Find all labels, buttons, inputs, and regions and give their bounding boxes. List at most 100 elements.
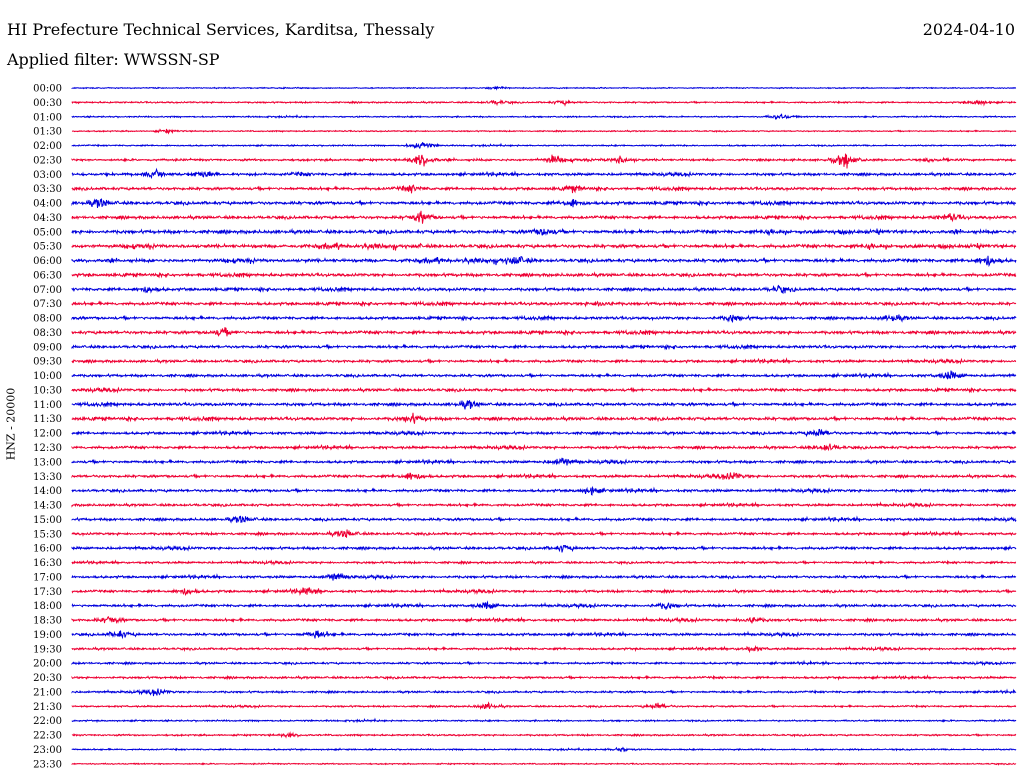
trace-0700 — [71, 284, 1017, 294]
row-label-0130: 01:30 — [33, 127, 62, 138]
row-label-1030: 10:30 — [33, 385, 62, 396]
trace-2000 — [71, 659, 1017, 667]
row-label-0600: 06:00 — [33, 256, 62, 267]
trace-0300 — [71, 167, 1017, 180]
trace-1900 — [71, 630, 1017, 640]
trace-1230 — [71, 443, 1017, 452]
row-label-0030: 00:30 — [33, 98, 62, 109]
traces — [71, 85, 1017, 766]
row-label-0000: 00:00 — [33, 84, 62, 95]
row-label-1530: 15:30 — [33, 529, 62, 540]
trace-1430 — [71, 501, 1017, 509]
trace-2100 — [71, 688, 1017, 697]
row-label-1800: 18:00 — [33, 601, 62, 612]
row-label-1900: 19:00 — [33, 630, 62, 641]
trace-1100 — [71, 400, 1017, 410]
row-label-1730: 17:30 — [33, 587, 62, 598]
station-title: HI Prefecture Technical Services, Kardit… — [7, 20, 435, 39]
trace-1800 — [71, 600, 1017, 610]
trace-0730 — [71, 300, 1017, 308]
trace-2200 — [71, 717, 1017, 724]
trace-0430 — [71, 210, 1017, 224]
row-label-0630: 06:30 — [33, 270, 62, 281]
row-label-1830: 18:30 — [33, 616, 62, 627]
row-label-0500: 05:00 — [33, 227, 62, 238]
trace-0900 — [71, 343, 1017, 351]
row-label-1230: 12:30 — [33, 443, 62, 454]
row-label-0800: 08:00 — [33, 314, 62, 325]
trace-1200 — [71, 428, 1017, 438]
trace-0230 — [71, 153, 1017, 169]
row-label-0830: 08:30 — [33, 328, 62, 339]
row-label-2300: 23:00 — [33, 745, 62, 756]
trace-0530 — [71, 242, 1017, 251]
row-label-1630: 16:30 — [33, 558, 62, 569]
row-label-0700: 07:00 — [33, 285, 62, 296]
trace-1600 — [71, 544, 1017, 553]
row-label-0530: 05:30 — [33, 242, 62, 253]
trace-2230 — [71, 731, 1017, 739]
row-label-1700: 17:00 — [33, 572, 62, 583]
row-label-2000: 20:00 — [33, 659, 62, 670]
trace-1700 — [71, 572, 1017, 581]
trace-1400 — [71, 485, 1016, 496]
row-label-1600: 16:00 — [33, 544, 62, 555]
trace-1330 — [71, 472, 1017, 480]
row-label-2130: 21:30 — [33, 702, 62, 713]
row-label-0430: 04:30 — [33, 213, 62, 224]
trace-0600 — [71, 255, 1017, 268]
trace-2300 — [71, 746, 1017, 753]
row-labels: 00:00 00:30 01:00 01:30 02:00 02:30 03:00 03:30… — [33, 84, 62, 771]
trace-2330 — [71, 762, 1017, 766]
row-label-2030: 20:30 — [33, 673, 62, 684]
trace-1500 — [71, 515, 1017, 524]
row-label-2230: 22:30 — [33, 731, 62, 742]
trace-1130 — [71, 412, 1017, 424]
row-label-0300: 03:00 — [33, 170, 62, 181]
trace-0830 — [71, 327, 1017, 337]
row-label-1300: 13:00 — [33, 457, 62, 468]
row-label-1130: 11:30 — [33, 414, 62, 425]
trace-0400 — [71, 198, 1017, 209]
row-label-1500: 15:00 — [33, 515, 62, 526]
row-label-0400: 04:00 — [33, 199, 62, 210]
trace-0630 — [71, 271, 1017, 279]
row-label-0330: 03:30 — [33, 184, 62, 195]
trace-1630 — [71, 559, 1017, 566]
trace-1930 — [71, 644, 1017, 654]
row-label-2100: 21:00 — [33, 687, 62, 698]
trace-0500 — [71, 227, 1017, 236]
row-label-0200: 02:00 — [33, 141, 62, 152]
trace-1000 — [71, 370, 1017, 380]
row-label-0930: 09:30 — [33, 357, 62, 368]
trace-0330 — [71, 184, 1017, 194]
trace-1030 — [71, 386, 1017, 394]
trace-1830 — [71, 616, 1017, 625]
row-label-0100: 01:00 — [33, 112, 62, 123]
row-label-1400: 14:00 — [33, 486, 62, 497]
trace-0930 — [71, 357, 1017, 365]
row-label-1100: 11:00 — [33, 400, 62, 411]
trace-0800 — [71, 314, 1017, 323]
row-label-1330: 13:30 — [33, 472, 62, 483]
trace-1530 — [71, 529, 1017, 538]
row-label-2330: 23:30 — [33, 759, 62, 770]
trace-0030 — [71, 99, 1017, 107]
row-label-0230: 02:30 — [33, 155, 62, 166]
row-label-1000: 10:00 — [33, 371, 62, 382]
plot-date: 2024-04-10 — [922, 20, 1015, 39]
row-label-1430: 14:30 — [33, 501, 62, 512]
trace-1730 — [71, 587, 1017, 597]
trace-0200 — [71, 141, 1017, 150]
trace-1300 — [71, 457, 1017, 466]
row-label-0900: 09:00 — [33, 342, 62, 353]
row-label-1200: 12:00 — [33, 429, 62, 440]
row-label-1930: 19:30 — [33, 644, 62, 655]
filter-label: Applied filter: WWSSN-SP — [7, 50, 220, 69]
trace-0100 — [71, 113, 1017, 121]
trace-2130 — [71, 701, 1017, 710]
trace-2030 — [71, 674, 1017, 681]
trace-0130 — [71, 128, 1017, 135]
row-label-2200: 22:00 — [33, 716, 62, 727]
